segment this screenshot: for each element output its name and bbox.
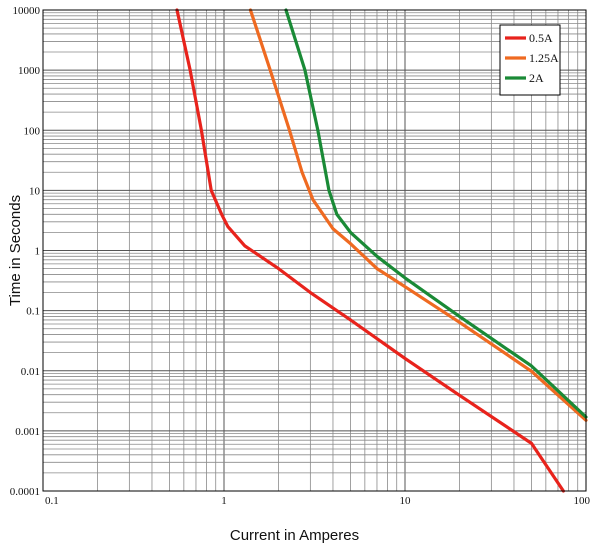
x-tick-label: 1	[221, 495, 227, 507]
series-line-0.5A	[175, 8, 565, 493]
y-tick-label: 100	[24, 125, 41, 137]
legend-label: 2A	[529, 71, 544, 85]
x-tick-labels: 0.1 1 10 100	[45, 495, 591, 507]
y-tick-label: 0.001	[15, 426, 40, 438]
x-tick-label: 100	[574, 495, 591, 507]
legend-label: 0.5A	[529, 31, 553, 45]
plot-frame	[42, 9, 587, 492]
series-line-2A	[284, 8, 588, 419]
y-tick-label: 1000	[18, 65, 41, 77]
y-tick-label: 10000	[13, 5, 41, 17]
x-axis-title: Current in Amperes	[230, 527, 359, 544]
y-tick-labels: 0.0001 0.001 0.01 0.1 1 10 100 1000 10000	[10, 5, 41, 498]
legend: 0.5A 1.25A 2A	[499, 24, 561, 96]
legend-label: 1.25A	[529, 51, 559, 65]
y-tick-label: 10	[29, 185, 41, 197]
series-layer	[175, 8, 588, 493]
y-tick-label: 0.1	[26, 306, 40, 318]
series-line-1.25A	[248, 8, 588, 422]
y-tick-label: 0.01	[21, 366, 40, 378]
y-tick-label: 1	[35, 246, 41, 258]
y-tick-label: 0.0001	[10, 486, 40, 498]
y-axis-title: Time in Seconds	[7, 195, 24, 306]
x-tick-label: 0.1	[45, 495, 59, 507]
x-tick-label: 10	[400, 495, 412, 507]
